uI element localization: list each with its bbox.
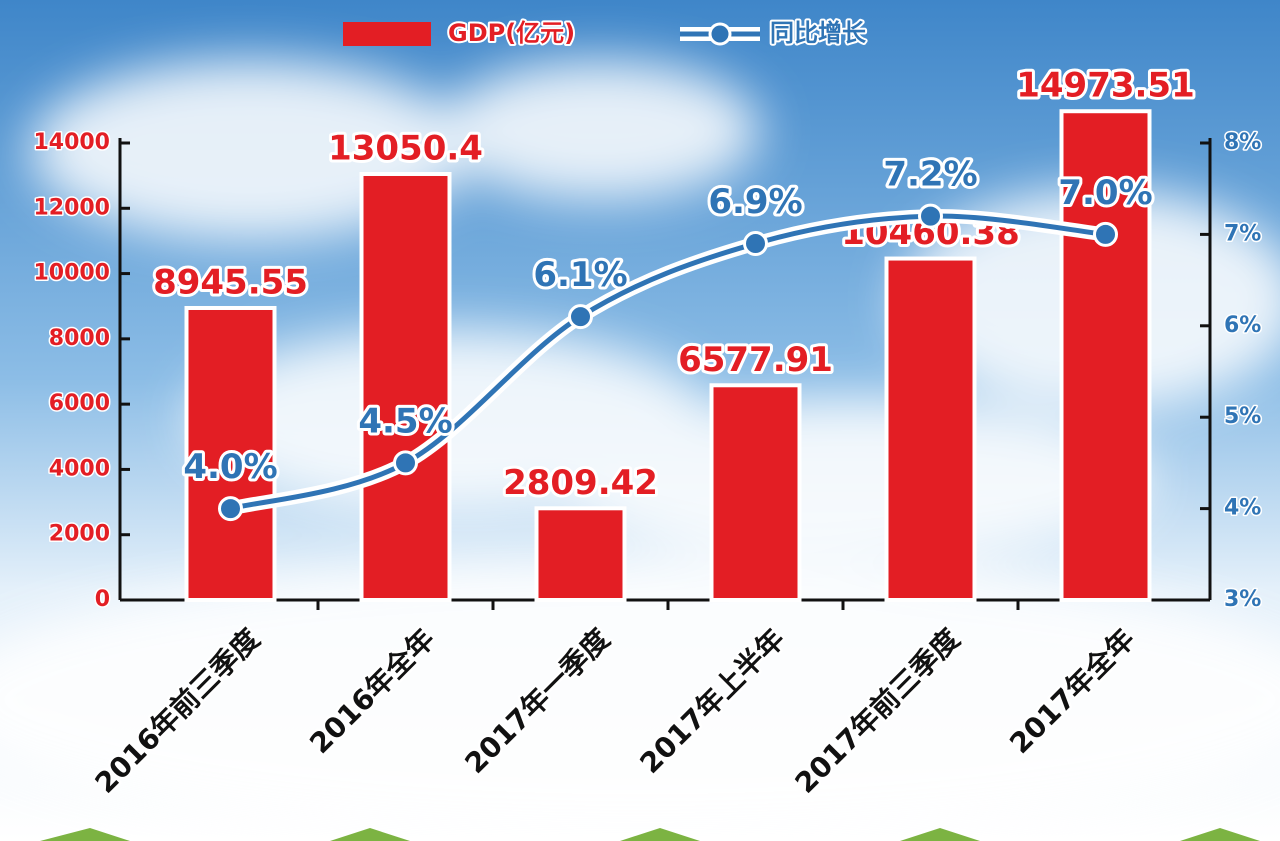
y2-tick-label: 6% (1224, 313, 1261, 338)
legend-label: GDP(亿元) (448, 19, 575, 47)
line-point (920, 205, 942, 227)
line-point (570, 306, 592, 328)
bar-value-label: 2809.42 (503, 463, 658, 503)
line-value-label: 4.5% (358, 401, 452, 441)
bar (712, 385, 800, 600)
line-value-label: 6.9% (708, 182, 802, 222)
line-value-label: 7.0% (1058, 173, 1152, 213)
bar-value-label: 13050.4 (328, 128, 483, 168)
line-point (745, 233, 767, 255)
line-point (1095, 223, 1117, 245)
line-point (220, 498, 242, 520)
y-tick-label: 14000 (33, 130, 110, 155)
line-value-label: 4.0% (183, 447, 277, 487)
y-tick-label: 0 (95, 587, 110, 612)
bar-value-label: 8945.55 (153, 262, 308, 302)
bar-value-label: 6577.91 (678, 340, 833, 380)
y2-tick-label: 5% (1224, 404, 1261, 429)
y-tick-label: 6000 (49, 391, 110, 416)
y2-tick-label: 7% (1224, 221, 1261, 246)
line-value-label: 6.1% (533, 255, 627, 295)
bar-value-label: 14973.51 (1016, 66, 1195, 106)
legend-label: 同比增长 (770, 19, 867, 47)
bar (362, 174, 450, 600)
y-tick-label: 2000 (49, 522, 110, 547)
legend-swatch (343, 22, 431, 46)
y2-tick-label: 4% (1224, 496, 1261, 521)
line-point (395, 452, 417, 474)
chart: 0 2000 4000 6000 8000 10000 12000 14000 3% 4% 5% 6%… (0, 0, 1280, 841)
y2-tick-label: 3% (1224, 587, 1261, 612)
line-value-label: 7.2% (883, 155, 977, 195)
y-tick-label: 12000 (33, 195, 110, 220)
y2-tick-label: 8% (1224, 130, 1261, 155)
y-tick-label: 10000 (33, 261, 110, 286)
y-tick-label: 4000 (49, 456, 110, 481)
bar (537, 508, 625, 600)
y-tick-label: 8000 (49, 326, 110, 351)
bar (887, 259, 975, 600)
legend-marker (710, 24, 730, 44)
